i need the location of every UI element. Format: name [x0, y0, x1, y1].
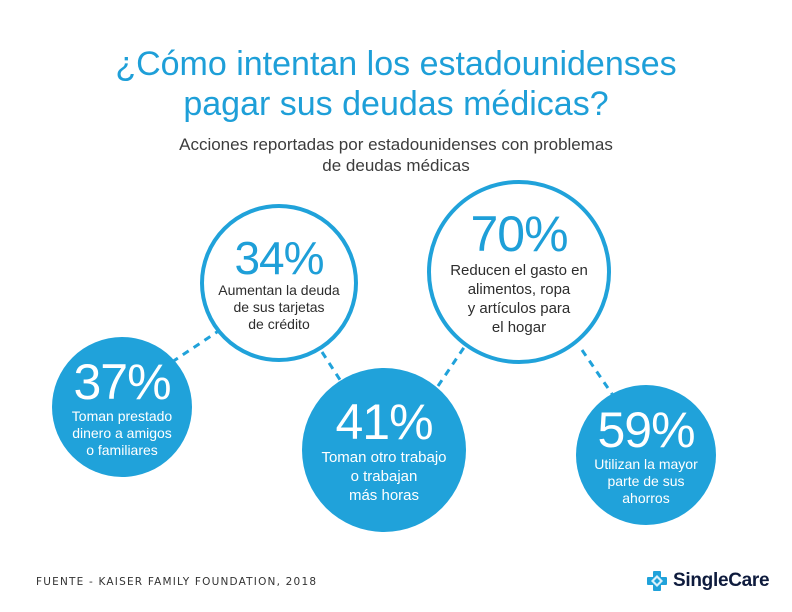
bubble-label-line: de crédito: [248, 315, 310, 332]
connector-37-34: [171, 328, 221, 364]
bubble-label-line: parte de sus: [607, 472, 685, 489]
singlecare-logo: SingleCare: [646, 568, 770, 594]
singlecare-cross-icon: [647, 571, 667, 591]
bubble-value: 37%: [73, 353, 171, 410]
bubble-59-percent: 59% Utilizan la mayor parte de sus ahorr…: [576, 385, 716, 525]
chart-subtitle-line-2: de deudas médicas: [322, 156, 470, 175]
source-note: FUENTE - KAISER FAMILY FOUNDATION, 2018: [36, 576, 318, 588]
bubble-label-line: y artículos para: [467, 300, 571, 317]
connector-41-70: [436, 345, 467, 387]
bubble-label-line: Aumentan la deuda: [218, 281, 340, 298]
bubble-value: 59%: [597, 401, 695, 458]
chart-subtitle-line-1: Acciones reportadas por estadounidenses …: [179, 135, 613, 154]
bubble-value: 70%: [470, 206, 568, 262]
bubble-37-percent: 37% Toman prestado dinero a amigos o fam…: [52, 337, 192, 477]
bubble-label-line: ahorros: [622, 489, 670, 506]
bubble-label-line: de sus tarjetas: [233, 298, 325, 315]
bubble-70-percent: 70% Reducen el gasto en alimentos, ropa …: [427, 180, 611, 364]
bubble-value: 34%: [234, 231, 324, 284]
bubble-label-line: Reducen el gasto en: [450, 262, 588, 279]
bubble-label: Reducen el gasto en alimentos, ropa y ar…: [438, 261, 600, 337]
chart-subtitle: Acciones reportadas por estadounidenses …: [0, 134, 792, 176]
chart-title-line-1: ¿Cómo intentan los estadounidenses: [115, 45, 677, 83]
chart-title: ¿Cómo intentan los estadounidenses pagar…: [0, 44, 792, 124]
brand-name: SingleCare: [673, 570, 770, 591]
connector-34-41: [320, 351, 346, 387]
bubble-label: Toman otro trabajo o trabajan más horas: [309, 448, 458, 505]
bubble-label: Utilizan la mayor parte de sus ahorros: [582, 456, 709, 507]
bubble-label-line: más horas: [348, 486, 419, 504]
bubble-label: Toman prestado dinero a amigos o familia…: [60, 408, 184, 459]
bubble-value: 41%: [335, 393, 433, 450]
bubble-41-percent: 41% Toman otro trabajo o trabajan más ho…: [302, 368, 466, 532]
chart-title-line-2: pagar sus deudas médicas?: [183, 85, 609, 123]
bubble-label-line: dinero a amigos: [72, 424, 172, 441]
bubble-label-line: alimentos, ropa: [467, 281, 571, 298]
bubble-label-line: Toman prestado: [71, 407, 173, 424]
bubble-label-line: o trabajan: [350, 467, 418, 485]
bubble-34-percent: 34% Aumentan la deuda de sus tarjetas de…: [200, 204, 358, 362]
bubble-label-line: o familiares: [86, 441, 158, 458]
bubble-label-line: Toman otro trabajo: [321, 448, 447, 466]
bubble-label-line: Utilizan la mayor: [594, 455, 698, 472]
bubble-label: Aumentan la deuda de sus tarjetas de cré…: [206, 282, 351, 333]
bubble-label-line: el hogar: [491, 319, 547, 336]
connector-70-59: [580, 349, 614, 395]
